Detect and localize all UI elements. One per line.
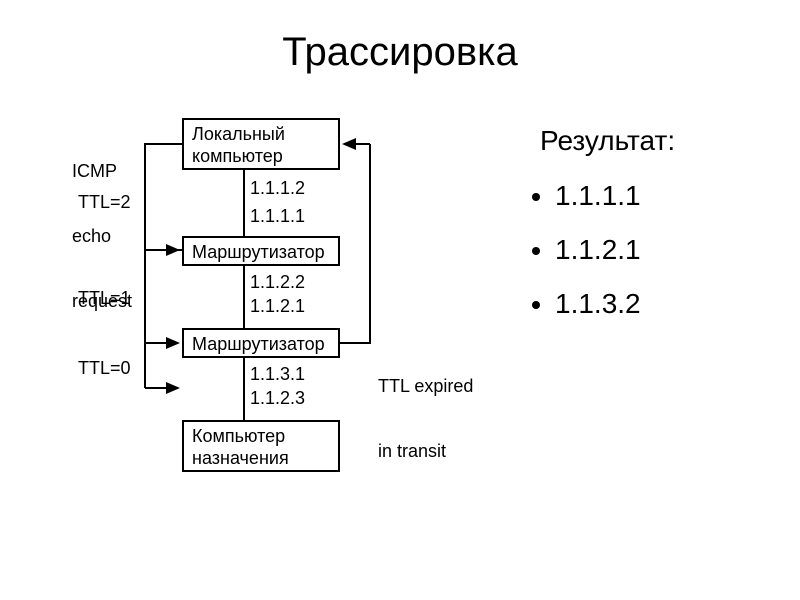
ip-label: 1.1.1.2 [250,178,305,200]
ttl-label-2: TTL=2 [78,192,131,214]
ip-label: 1.1.2.2 [250,272,305,294]
node-destination-computer: Компьютер назначения [182,420,340,472]
node-label: Маршрутизатор [192,334,325,354]
ip-label: 1.1.3.1 [250,364,305,386]
icmp-line: ICMP [72,161,132,183]
icmp-line: echo [72,226,132,248]
ttl-expired-line: TTL expired [378,376,473,398]
node-router-2: Маршрутизатор [182,328,340,358]
result-item: 1.1.3.2 [555,288,641,320]
ip-label: 1.1.2.1 [250,296,305,318]
node-router-1: Маршрутизатор [182,236,340,266]
node-local-computer: Локальный компьютер [182,118,340,170]
node-label: назначения [192,448,330,470]
node-label: компьютер [192,146,330,168]
ttl-label-0: TTL=0 [78,358,131,380]
result-item: 1.1.2.1 [555,234,641,266]
ttl-expired-label: TTL expired in transit [378,333,473,484]
result-item: 1.1.1.1 [555,180,641,212]
ip-label: 1.1.2.3 [250,388,305,410]
result-list: 1.1.1.1 1.1.2.1 1.1.3.2 [525,180,641,342]
node-label: Маршрутизатор [192,242,325,262]
ip-label: 1.1.1.1 [250,206,305,228]
page-title: Трассировка [0,30,800,75]
ttl-expired-line: in transit [378,441,473,463]
result-heading: Результат: [540,125,675,157]
node-label: Локальный [192,124,330,146]
ttl-label-1: TTL=1 [78,288,131,310]
node-label: Компьютер [192,426,330,448]
